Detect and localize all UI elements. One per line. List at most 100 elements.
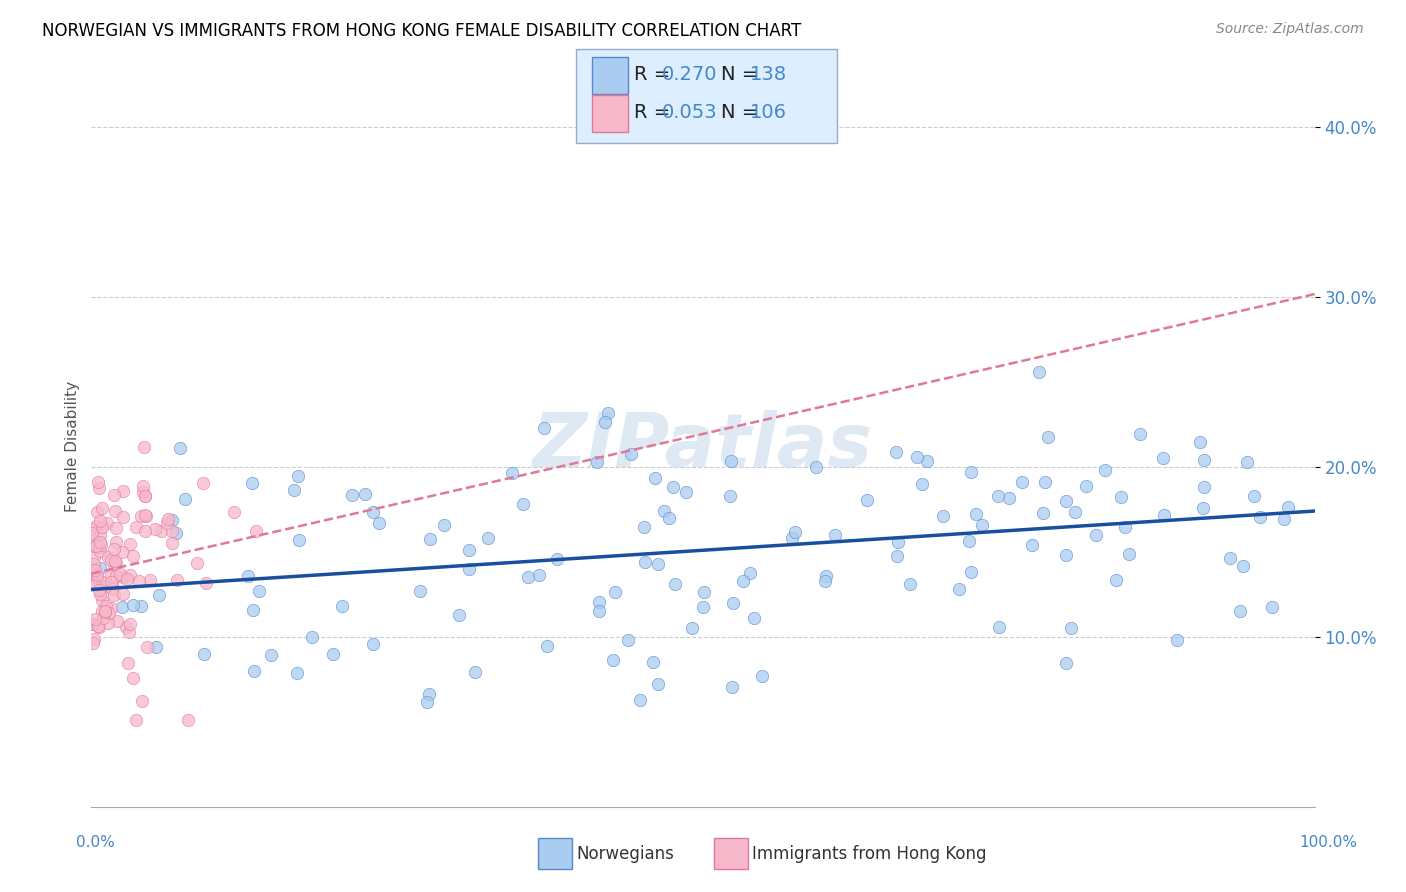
Point [101, 582, 124, 596]
Point [160, 524, 183, 538]
Point [419, 533, 441, 547]
Point [165, 526, 187, 541]
Point [720, 680, 742, 694]
Point [1038, 430, 1060, 444]
Point [1032, 506, 1054, 520]
Point [86, 567, 108, 582]
Text: ZIPatlas: ZIPatlas [533, 409, 873, 483]
Point [87, 620, 110, 634]
Point [89, 534, 111, 549]
Point [111, 545, 134, 559]
Point [1028, 365, 1050, 379]
Point [1059, 621, 1081, 635]
Point [101, 577, 124, 591]
Point [1105, 573, 1128, 587]
Point [173, 491, 195, 506]
Point [90, 538, 112, 552]
Point [143, 522, 166, 536]
Point [641, 656, 664, 670]
Point [128, 574, 150, 589]
Point [82, 532, 104, 546]
Point [1192, 452, 1215, 467]
Point [721, 596, 744, 610]
Point [97, 615, 120, 630]
Point [416, 694, 439, 708]
Point [1094, 463, 1116, 477]
Point [100, 600, 122, 615]
Point [1232, 559, 1254, 574]
Point [330, 599, 353, 613]
Point [595, 416, 617, 430]
Point [1219, 550, 1241, 565]
Point [82, 563, 104, 577]
Point [89, 587, 111, 601]
Point [118, 537, 141, 551]
Point [129, 599, 152, 613]
Point [477, 531, 499, 545]
Point [148, 588, 170, 602]
Point [662, 480, 685, 494]
Point [162, 536, 184, 550]
Point [1129, 426, 1152, 441]
Point [588, 603, 610, 617]
Point [533, 421, 555, 435]
Point [110, 567, 132, 582]
Point [156, 512, 179, 526]
Point [1021, 538, 1043, 552]
Point [409, 583, 432, 598]
Point [156, 516, 179, 530]
Point [738, 566, 761, 581]
Point [658, 511, 681, 525]
Point [134, 440, 156, 454]
Point [145, 640, 167, 655]
Point [121, 598, 143, 612]
Point [86, 571, 108, 585]
Point [987, 489, 1010, 503]
Point [104, 554, 127, 568]
Point [780, 531, 803, 545]
Point [236, 569, 259, 583]
Point [603, 585, 626, 599]
Text: 106: 106 [749, 103, 786, 122]
Point [169, 441, 191, 455]
Point [103, 588, 125, 602]
Point [131, 694, 153, 708]
Point [240, 475, 263, 490]
Point [675, 484, 697, 499]
Point [911, 477, 934, 491]
Point [105, 614, 128, 628]
Point [103, 558, 125, 573]
Point [120, 616, 142, 631]
Text: 100.0%: 100.0% [1299, 836, 1358, 850]
Point [536, 639, 558, 653]
Point [960, 565, 983, 579]
Point [322, 647, 344, 661]
Point [814, 568, 837, 582]
Point [1166, 632, 1188, 647]
Point [285, 665, 308, 680]
Point [1011, 475, 1033, 489]
Point [647, 677, 669, 691]
Point [120, 568, 142, 582]
Point [742, 611, 765, 625]
Point [83, 557, 105, 571]
Point [693, 585, 716, 599]
Point [97, 606, 120, 620]
Point [905, 450, 928, 464]
Point [111, 599, 134, 614]
Text: N =: N = [721, 103, 765, 122]
Point [94, 604, 117, 618]
Point [1054, 657, 1077, 671]
Point [447, 607, 470, 622]
Point [104, 556, 127, 570]
Point [80, 617, 103, 632]
Point [134, 489, 156, 503]
Point [96, 516, 118, 530]
Point [1192, 480, 1215, 494]
Point [103, 488, 125, 502]
Point [136, 640, 159, 655]
Point [100, 552, 122, 566]
Point [82, 636, 104, 650]
Point [1054, 494, 1077, 508]
Point [652, 503, 675, 517]
